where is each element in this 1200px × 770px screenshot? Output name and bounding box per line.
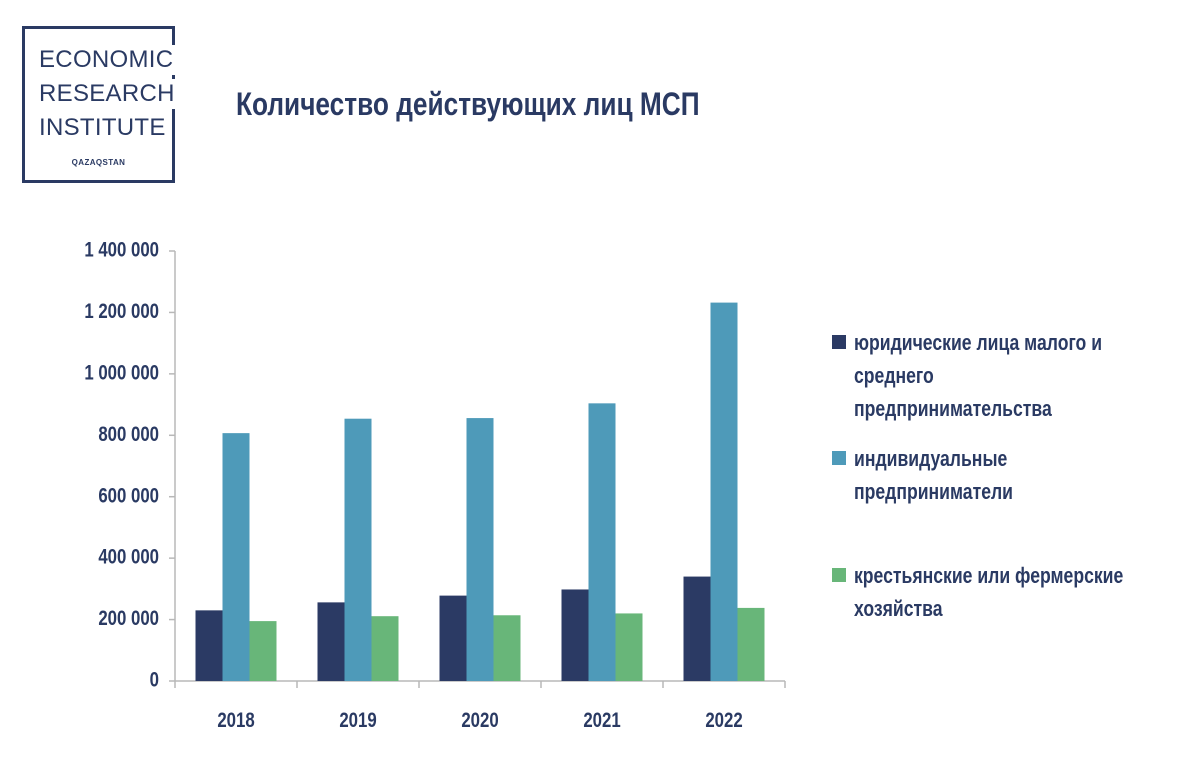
bar-individual-entrepreneurs-2021	[588, 403, 616, 681]
y-tick-label: 0	[150, 669, 159, 692]
y-tick-label: 400 000	[98, 546, 159, 569]
chart-title: Количество действующих лиц МСП	[236, 86, 700, 122]
bar-legal-entities-2022	[683, 576, 711, 681]
legend-swatch-farms	[832, 568, 846, 582]
bar-legal-entities-2018	[195, 610, 223, 681]
institute-logo: ECONOMIC RESEARCH INSTITUTE QAZAQSTAN	[22, 26, 177, 183]
bar-legal-entities-2019	[317, 602, 345, 681]
x-tick-label: 2021	[583, 709, 621, 732]
legend-label-farms: крестьянские или фермерские хозяйства	[854, 563, 1124, 621]
legend-swatch-individual-entrepreneurs	[832, 451, 846, 465]
bar-individual-entrepreneurs-2022	[710, 302, 738, 681]
y-tick-label: 200 000	[98, 607, 159, 630]
bar-legal-entities-2021	[561, 589, 589, 681]
legend-label-legal-entities: юридические лица малого и среднего предп…	[854, 330, 1103, 421]
y-tick-label: 800 000	[98, 423, 159, 446]
x-tick-label: 2019	[339, 709, 376, 732]
bar-legal-entities-2020	[439, 595, 467, 681]
logo-text-economic: ECONOMIC	[39, 45, 177, 75]
logo-text-qazaqstan: QAZAQSTAN	[71, 158, 126, 167]
x-tick-label: 2020	[461, 709, 498, 732]
logo-text-institute: INSTITUTE	[39, 113, 166, 143]
logo-text-research: RESEARCH	[39, 79, 175, 109]
y-tick-label: 600 000	[98, 485, 159, 508]
bar-individual-entrepreneurs-2019	[344, 418, 372, 681]
bar-farms-2022	[737, 607, 765, 681]
legend-swatch-legal-entities	[832, 335, 846, 349]
bar-farms-2021	[615, 613, 643, 681]
bar-individual-entrepreneurs-2018	[222, 433, 250, 681]
y-tick-label: 1 200 000	[84, 300, 159, 323]
y-tick-label: 1 400 000	[84, 239, 159, 262]
legend-label-individual-entrepreneurs: индивидуальные предприниматели	[854, 446, 1013, 504]
bar-individual-entrepreneurs-2020	[466, 418, 494, 681]
y-tick-label: 1 000 000	[84, 362, 159, 385]
bar-farms-2020	[493, 615, 521, 681]
x-tick-label: 2022	[705, 709, 742, 732]
x-tick-label: 2018	[217, 709, 254, 732]
bar-farms-2018	[249, 621, 277, 681]
bar-farms-2019	[371, 616, 399, 681]
